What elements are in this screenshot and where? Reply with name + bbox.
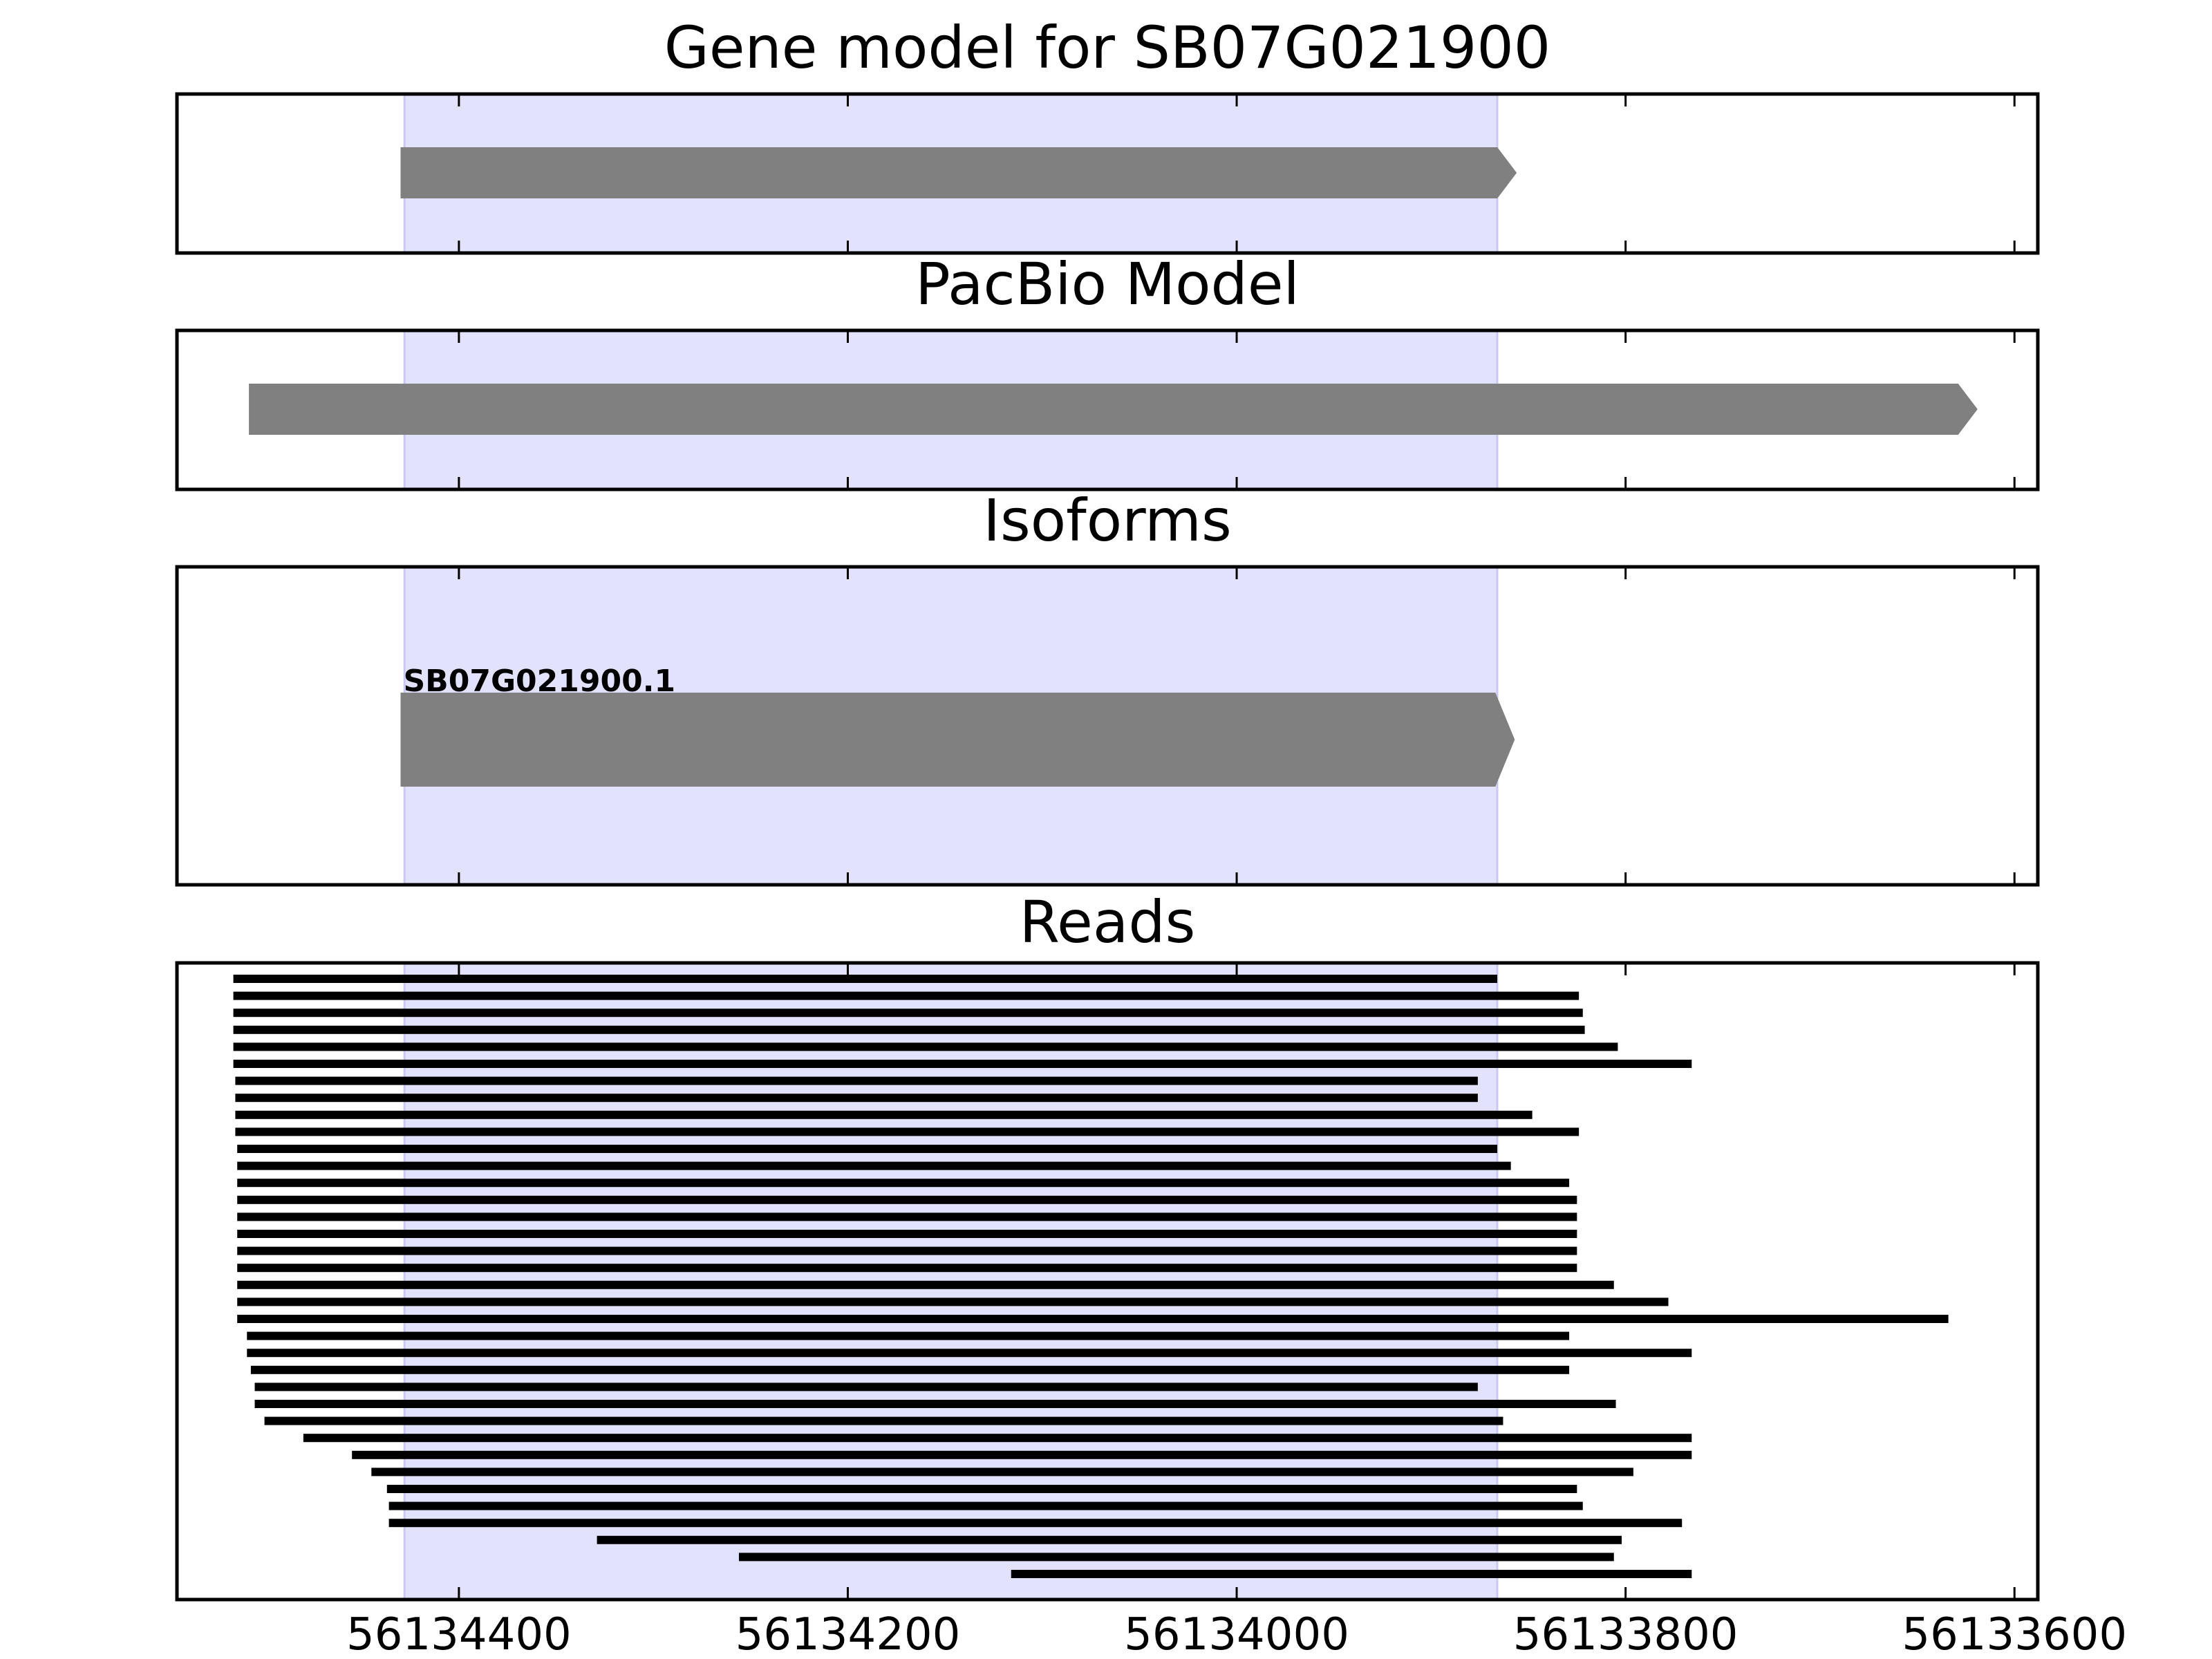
- read-bar: [233, 975, 1497, 983]
- read-bar: [237, 1161, 1511, 1170]
- read-bar: [237, 1230, 1577, 1238]
- read-bar: [303, 1434, 1692, 1443]
- panel-frames: [175, 92, 2040, 1602]
- read-bar: [264, 1416, 1503, 1425]
- read-bar: [237, 1246, 1577, 1255]
- read-bar: [233, 1009, 1583, 1018]
- read-bar: [388, 1519, 1683, 1528]
- read-bar: [247, 1331, 1570, 1340]
- read-bar: [237, 1264, 1577, 1273]
- read-bar: [352, 1450, 1692, 1459]
- x-tick-label: 56134200: [735, 1609, 961, 1659]
- pacbio-panel-title: PacBio Model: [915, 250, 1300, 318]
- read-bar: [237, 1145, 1497, 1153]
- read-bar: [235, 1110, 1533, 1119]
- read-bar: [597, 1535, 1622, 1544]
- read-bar: [237, 1315, 1949, 1323]
- read-bar: [1011, 1570, 1692, 1578]
- pacbio-feature-arrow: [249, 384, 1978, 435]
- read-bar: [235, 1094, 1478, 1103]
- read-bar: [254, 1382, 1478, 1391]
- gene-feature-arrow: [400, 147, 1517, 198]
- read-bar: [237, 1195, 1577, 1204]
- read-bar: [237, 1212, 1577, 1221]
- read-bar: [233, 991, 1580, 1000]
- read-bar: [738, 1553, 1614, 1562]
- reads-panel-title: Reads: [1020, 888, 1196, 956]
- isoforms-panel-frame: [175, 565, 2040, 887]
- x-tick-label: 56134400: [346, 1609, 572, 1659]
- read-bar: [247, 1349, 1692, 1358]
- read-bar: [233, 1060, 1692, 1068]
- text-layer: Gene model for SB07G021900 PacBio Model Is…: [346, 14, 2127, 1659]
- isoform-label: SB07G021900.1: [403, 664, 675, 699]
- read-bar: [388, 1501, 1583, 1510]
- feature-layer: [233, 147, 1978, 1578]
- gene-panel-frame: [175, 92, 2040, 255]
- read-bar: [371, 1468, 1633, 1477]
- read-bar: [233, 1042, 1618, 1051]
- read-bar: [235, 1127, 1580, 1136]
- read-bar: [237, 1297, 1669, 1306]
- read-bar: [233, 1025, 1585, 1034]
- pacbio-panel-frame: [175, 328, 2040, 491]
- x-tick-label: 56134000: [1124, 1609, 1349, 1659]
- reads-panel-frame: [175, 961, 2040, 1602]
- isoforms-feature-arrow: [400, 693, 1515, 787]
- read-bar: [254, 1400, 1616, 1408]
- read-bar: [237, 1179, 1570, 1188]
- x-tick-label: 56133600: [1902, 1609, 2127, 1659]
- read-bar: [237, 1280, 1614, 1289]
- read-bar: [386, 1485, 1577, 1493]
- gene-panel-title: Gene model for SB07G021900: [664, 14, 1550, 82]
- read-bar: [250, 1365, 1570, 1374]
- read-bar: [235, 1076, 1478, 1085]
- x-tick-label: 56133800: [1513, 1609, 1738, 1659]
- isoforms-panel-title: Isoforms: [983, 487, 1232, 554]
